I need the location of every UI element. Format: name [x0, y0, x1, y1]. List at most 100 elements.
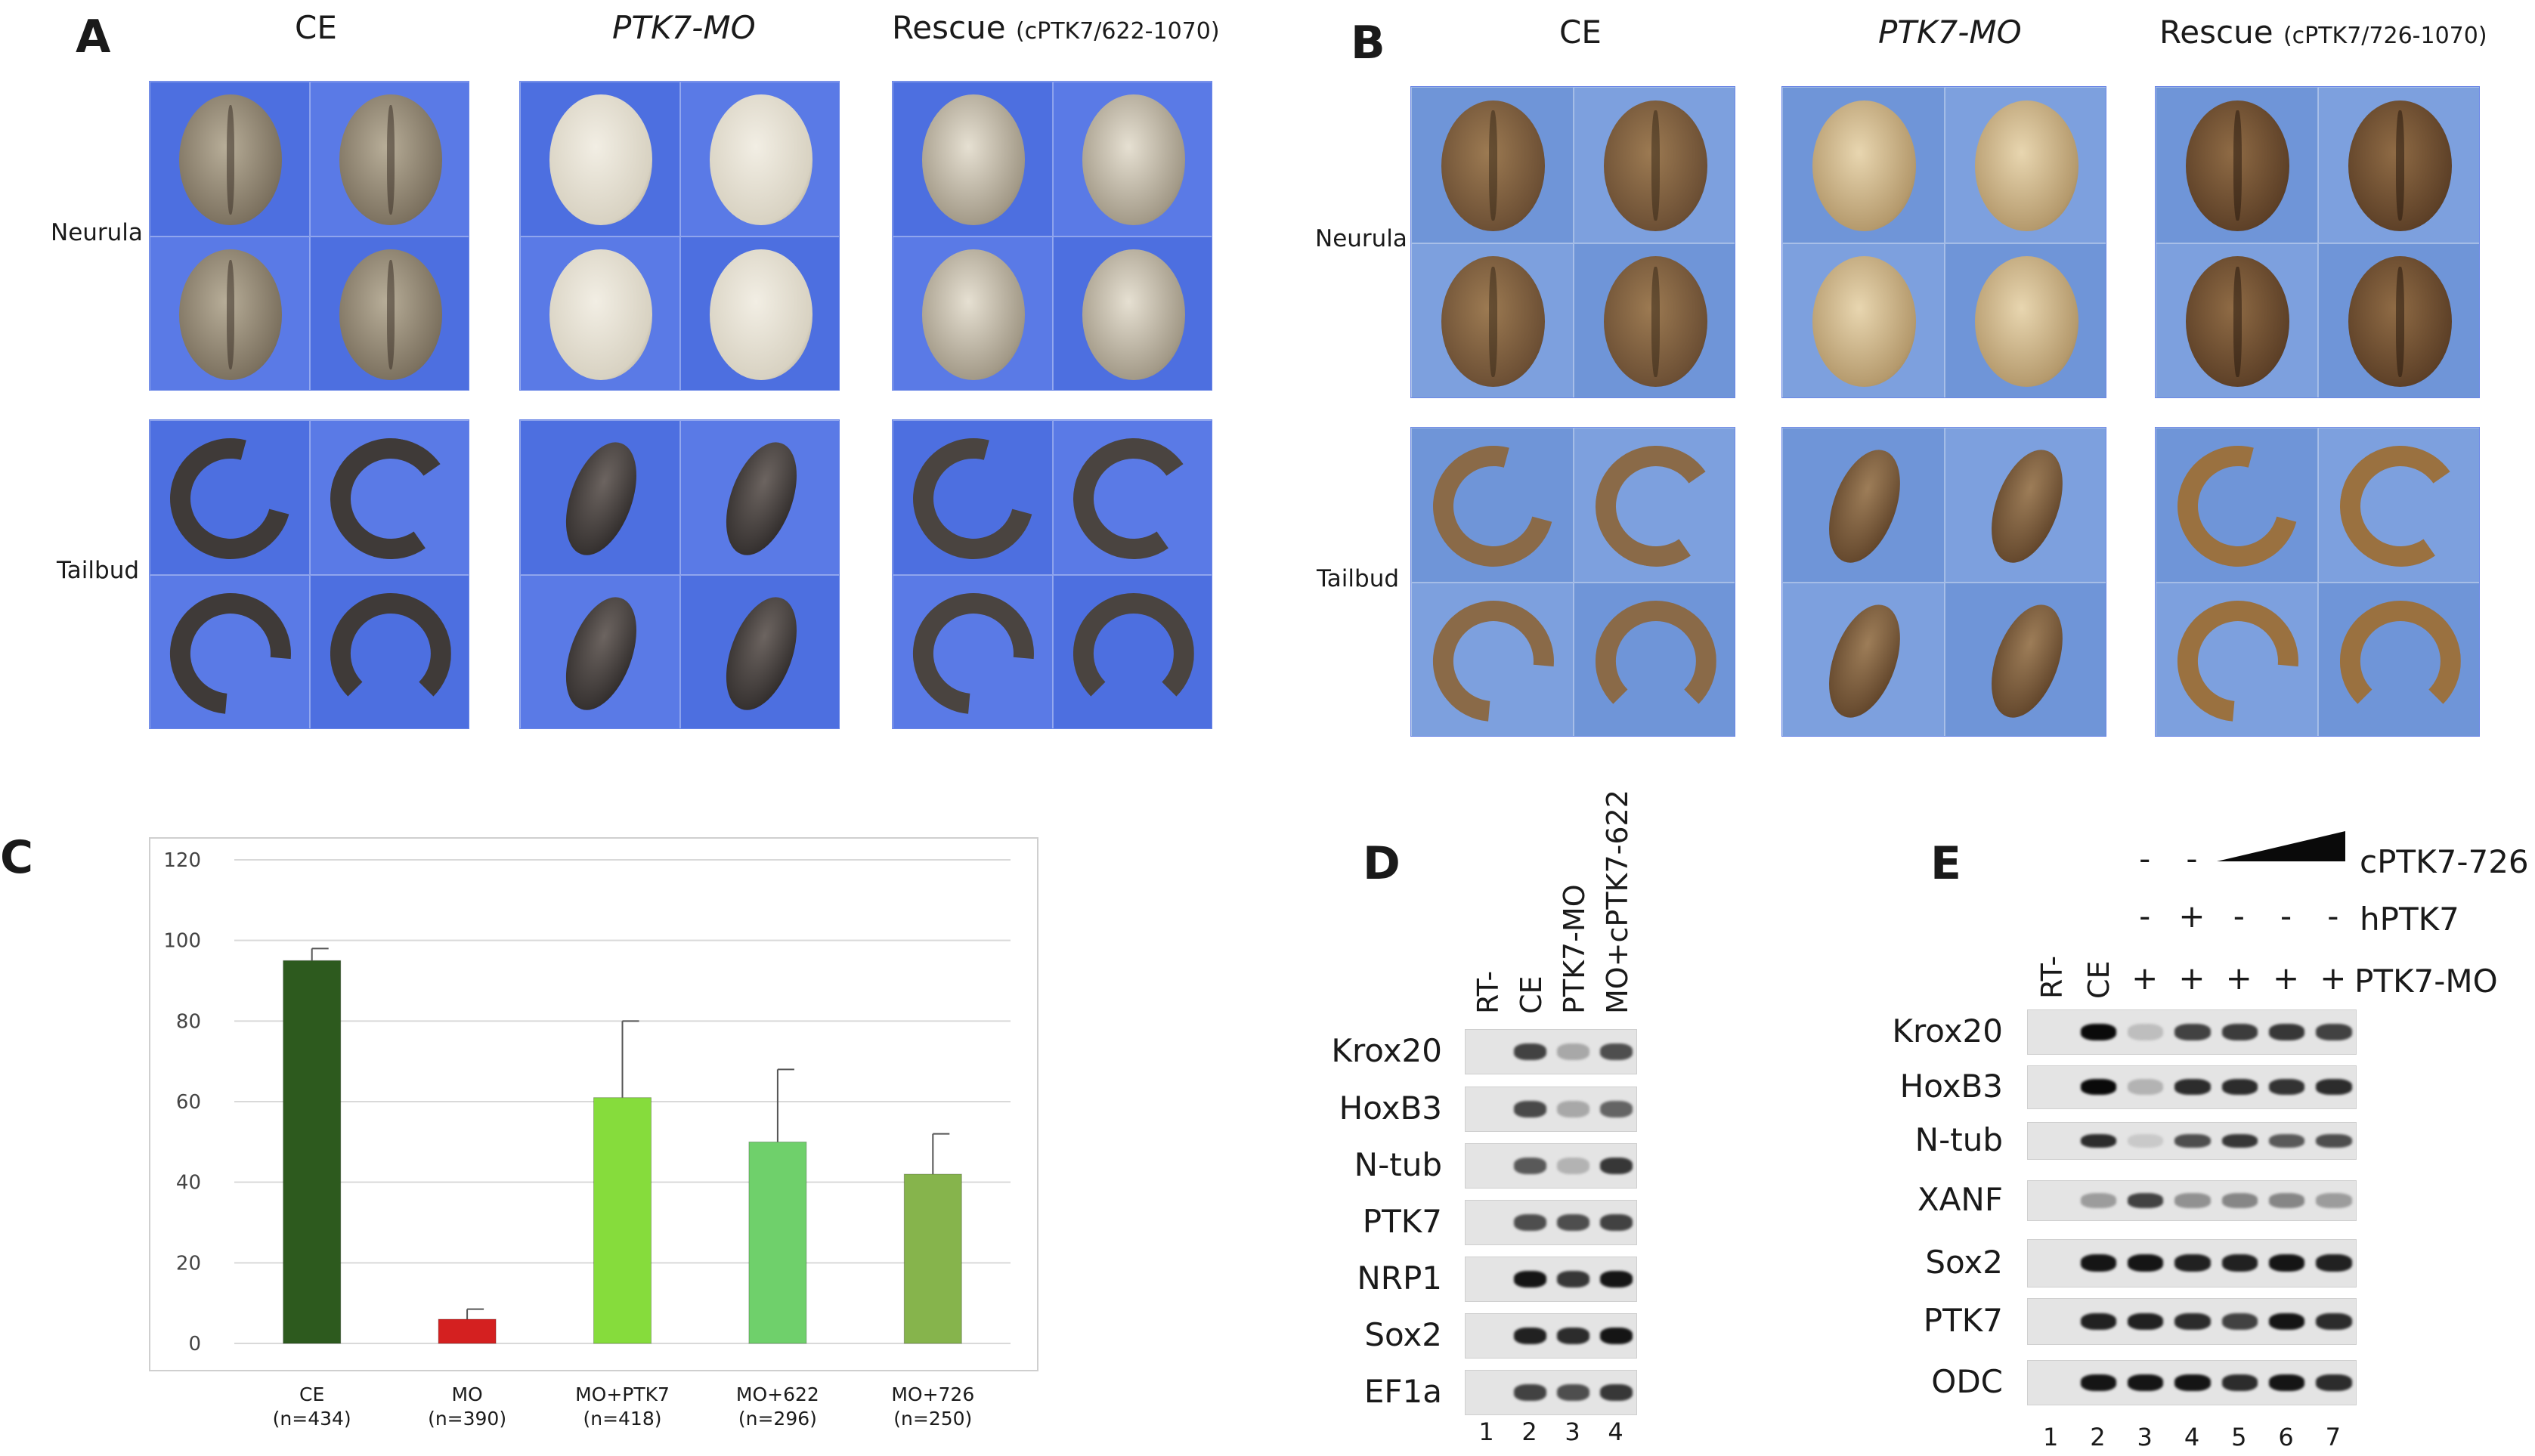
panel-b-neural-groove [1488, 266, 1497, 377]
panel-b-photo-cell [1574, 243, 1735, 397]
panel-a-neural-groove [386, 260, 395, 369]
condition-mark: - [2139, 898, 2151, 935]
gel-lane-number: 7 [2325, 1423, 2342, 1451]
gel-row-label: N-tub [1914, 1121, 2003, 1158]
panel-a-photo-cell [150, 575, 310, 728]
y-tick-label: 0 [188, 1333, 201, 1356]
panel-b-photo-cell [1782, 243, 1945, 397]
gel-lane-label: CE [1514, 975, 1548, 1014]
panel-b-tailbud-embryo [1412, 428, 1573, 582]
panel-b-photo-cell [1945, 87, 2106, 243]
panel-a-photo-cell [150, 420, 310, 575]
gel-band [2221, 1079, 2258, 1096]
panel-b-embryo [1603, 100, 1708, 231]
gel-lane-strip-hoxb3 [2027, 1065, 2357, 1109]
gel-band [2128, 1312, 2164, 1330]
gel-band [2080, 1134, 2117, 1148]
category-name: MO+622 [735, 1383, 819, 1405]
gel-band [2080, 1374, 2117, 1391]
condition-mark: + [2320, 960, 2347, 997]
panel-a-col-mo: PTK7-MO [612, 9, 756, 46]
panel-a-embryo [1082, 249, 1185, 380]
panel-b-photo-cell [2318, 243, 2479, 397]
panel-a-row-neurula: Neurula [51, 219, 143, 246]
panel-a-neural-groove [386, 105, 395, 215]
category-n: (n=418) [583, 1408, 662, 1430]
gel-lane-label: PTK7-MO [1557, 884, 1591, 1014]
panel-c-chart-frame [149, 837, 1038, 1371]
gel-band [2316, 1079, 2352, 1096]
category-n: (n=296) [738, 1408, 817, 1430]
x-category-label: MO (n=390) [407, 1383, 528, 1431]
panel-b-photo-neurula-0 [1410, 86, 1735, 398]
panel-c-letter: C [0, 831, 34, 884]
gel-band [1513, 1158, 1547, 1174]
panel-a-tailbud-embryo [320, 428, 461, 569]
panel-b-embryo [1977, 595, 2076, 727]
x-category-label: MO+622 (n=296) [717, 1383, 838, 1431]
gel-band [2316, 1024, 2352, 1040]
panel-a-photo-cell [1053, 575, 1212, 728]
panel-a-photo-cell [520, 236, 680, 390]
panel-b-tailbud-embryo [2156, 583, 2317, 736]
panel-a-embryo [710, 94, 812, 225]
gel-band [1513, 1328, 1547, 1344]
panel-b-photo-tailbud-2 [2155, 427, 2480, 737]
gel-band [2221, 1193, 2258, 1208]
panel-a-photo-neurula-1 [519, 81, 840, 391]
panel-b-row-tailbud: Tailbud [1317, 565, 1400, 592]
gel-band [2174, 1374, 2211, 1391]
panel-b-photo-cell [2318, 87, 2479, 243]
gel-row-label: Krox20 [1331, 1032, 1442, 1069]
panel-b-neural-groove [2395, 266, 2404, 377]
gel-band [2128, 1374, 2164, 1391]
panel-a-photo-cell [150, 236, 310, 390]
gel-row-label: Krox20 [1892, 1012, 2003, 1049]
panel-b-row-neurula: Neurula [1315, 225, 1407, 252]
gel-lane-number: 1 [2042, 1423, 2059, 1451]
gel-row-label: Sox2 [1925, 1244, 2003, 1281]
gel-band [1599, 1043, 1633, 1060]
gel-row-label: NRP1 [1357, 1260, 1442, 1297]
panel-b-neural-groove [1488, 110, 1497, 221]
panel-a-tailbud-embryo [1063, 428, 1204, 569]
gel-band [2128, 1134, 2164, 1148]
panel-b-tailbud-embryo [2339, 600, 2461, 722]
gel-band [1513, 1101, 1547, 1118]
panel-b-tailbud-embryo [2329, 435, 2471, 577]
panel-b-rescue-label: Rescue [2159, 14, 2273, 51]
panel-a-photo-cell [893, 82, 1053, 236]
category-name: MO [451, 1383, 483, 1405]
panel-b-photo-cell [2156, 428, 2318, 583]
panel-e-letter: E [1930, 837, 1961, 890]
gel-band [2080, 1254, 2117, 1272]
panel-b-embryo [1977, 440, 2076, 572]
gel-band [2128, 1079, 2164, 1096]
bar-mo-622 [748, 1141, 807, 1344]
panel-a-embryo [712, 432, 810, 564]
panel-d-letter: D [1363, 837, 1401, 890]
panel-b-tailbud-embryo [1585, 435, 1726, 577]
panel-a-neural-groove [226, 105, 235, 215]
gel-row-label: XANF [1917, 1181, 2003, 1218]
panel-b-col-ce: CE [1559, 14, 1602, 51]
gel-lane-strip-krox20 [1465, 1029, 1637, 1074]
y-tick-label: 60 [176, 1091, 201, 1114]
panel-b-embryo [1974, 256, 2079, 388]
gel-lane-label: MO+cPTK7-622 [1600, 790, 1634, 1014]
gel-lane-number: 6 [2278, 1423, 2294, 1451]
y-tick-label: 20 [176, 1252, 201, 1275]
panel-b-embryo [1441, 256, 1546, 388]
gel-band [2080, 1079, 2117, 1096]
gel-lane-number: 2 [1521, 1417, 1537, 1446]
panel-b-neural-groove [2233, 110, 2242, 221]
gel-band [2221, 1312, 2258, 1330]
gel-lane-label: CE [2082, 960, 2116, 999]
panel-b-embryo [1812, 256, 1917, 388]
gel-band [2128, 1254, 2164, 1272]
gel-band [1556, 1043, 1590, 1060]
condition-mark: - [2139, 840, 2151, 877]
gel-lane-strip-hoxb3 [1465, 1087, 1637, 1132]
gel-lane-strip-ptk7 [1465, 1200, 1637, 1245]
panel-b-embryo [2185, 256, 2290, 388]
